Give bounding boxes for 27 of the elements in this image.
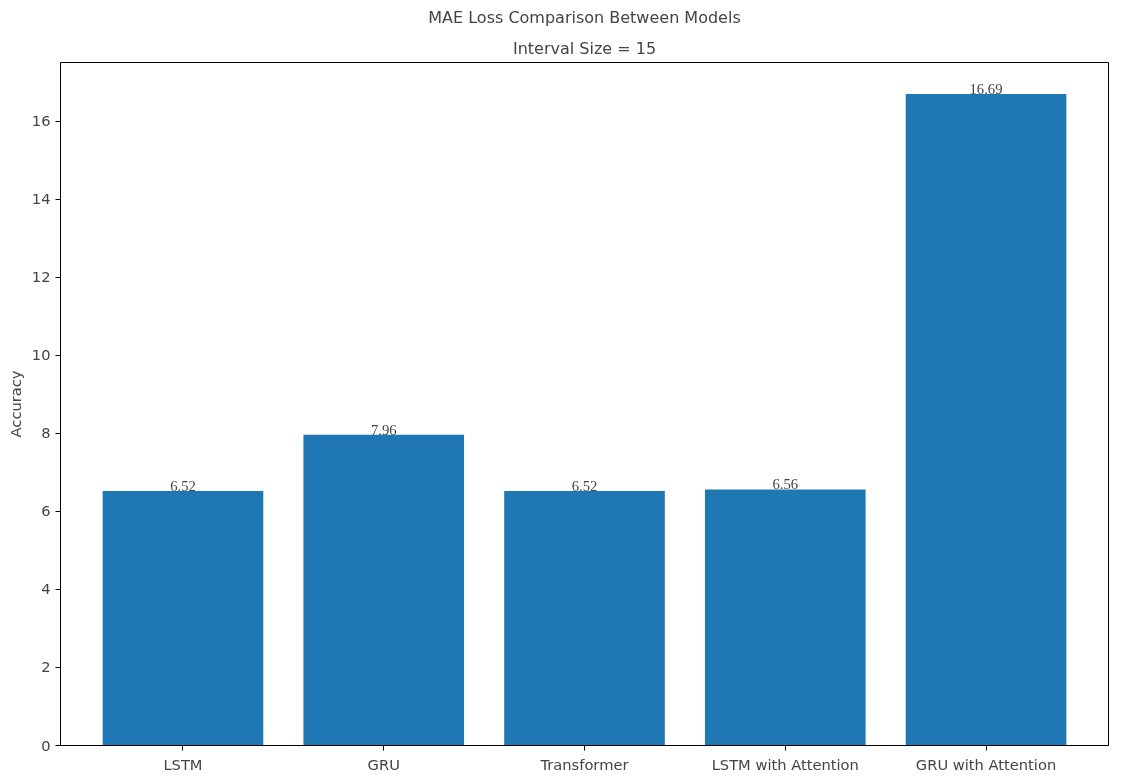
y-axis-title: Accuracy: [6, 370, 24, 438]
x-tick-label: LSTM with Attention: [711, 755, 859, 773]
y-tick-label: 2: [41, 658, 51, 676]
x-tick-label: Transformer: [539, 755, 630, 773]
bar: [102, 491, 264, 746]
bar: [905, 94, 1067, 746]
bar: [704, 489, 866, 746]
chart-subtitle: Interval Size = 15: [512, 38, 657, 58]
y-tick-label: 6: [41, 502, 51, 520]
x-tick-label: GRU: [367, 755, 400, 773]
y-tick-label: 8: [41, 424, 51, 442]
y-tick-label: 12: [31, 268, 51, 286]
y-tick-label: 16: [31, 112, 51, 130]
chart-title: MAE Loss Comparison Between Models: [428, 7, 741, 27]
data-label: 16.69: [969, 81, 1003, 98]
bar: [504, 491, 665, 746]
y-tick-label: 4: [41, 580, 51, 598]
data-label: 6.52: [170, 478, 196, 495]
bar: [303, 434, 465, 746]
data-label: 6.52: [571, 478, 598, 495]
y-tick-label: 0: [41, 736, 51, 754]
y-tick-label: 14: [31, 190, 51, 208]
data-label: 7.96: [370, 421, 397, 438]
y-tick-label: 10: [31, 346, 51, 364]
x-tick-label: GRU with Attention: [915, 755, 1057, 773]
data-label: 6.56: [772, 476, 799, 493]
x-tick-label: LSTM: [163, 755, 203, 773]
